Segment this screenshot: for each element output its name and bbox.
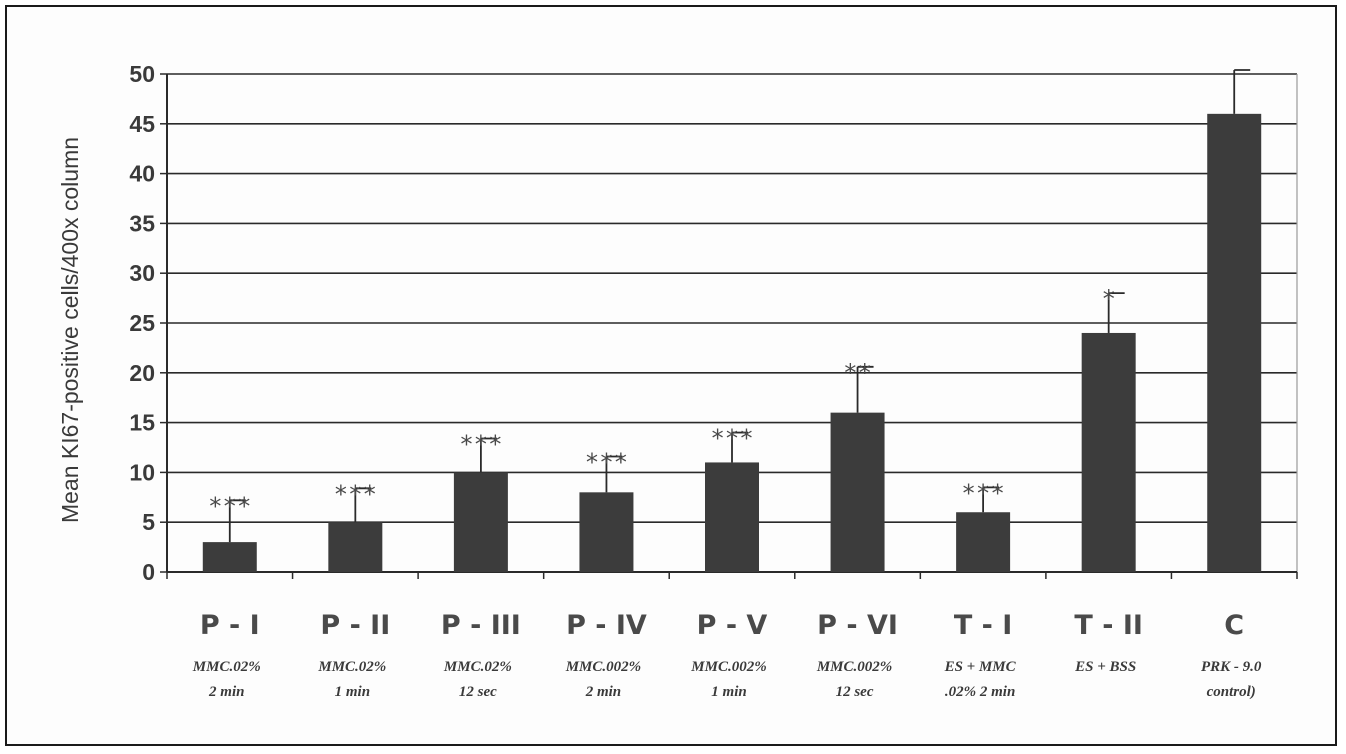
y-tick-label: 5 [142,509,155,535]
x-category-label: P - V [697,610,768,641]
x-category-sublabel: control) [1207,684,1256,700]
x-category-sublabel: 12 sec [459,684,497,700]
y-tick-label: 30 [129,260,155,286]
bar [453,472,508,572]
bar [956,512,1011,572]
x-category-label: P - VI [817,610,898,641]
bar [1207,113,1262,572]
x-category-label: P - II [320,610,390,641]
x-category-sublabel: 12 sec [836,684,874,700]
significance-marker: *** [459,431,502,459]
y-tick-label: 40 [129,161,155,187]
x-category-sublabel: 1 min [335,684,370,700]
y-tick-labels: 0 5 10 15 20 25 30 35 40 45 50 [129,61,155,585]
bar [830,412,885,572]
x-category-sublabel: ES + BSS [1074,659,1136,675]
bar [579,492,634,572]
bar [705,462,759,572]
significance-marker: *** [961,479,1004,507]
significance-marker: *** [208,492,251,520]
x-category-label: P - I [200,610,260,641]
y-tick-label: 0 [142,559,155,585]
x-category-sublabel: MMC.02% [443,659,512,675]
x-category-sublabel: 2 min [208,684,244,700]
x-category-label: C [1224,610,1244,641]
x-category-sublabel: MMC.002% [690,659,766,675]
significance-marker: * [1101,285,1115,313]
y-tick-label: 45 [129,111,155,137]
significance-marker: *** [585,448,628,476]
y-tick-label: 10 [129,459,155,485]
x-category-sublabel: .02% 2 min [945,684,1015,700]
x-category-sublabel: 2 min [585,684,621,700]
x-category-sublabel: ES + MMC [944,659,1017,675]
x-category-sublabel: MMC.02% [192,659,261,675]
x-category-label: T - II [1074,610,1143,641]
x-category-sublabel: 1 min [711,684,746,700]
significance-marker: ** [843,359,872,387]
bar [328,522,383,572]
y-tick-label: 15 [129,410,155,436]
bar [1081,332,1136,572]
y-tick-label: 50 [129,61,155,87]
x-category-sublabel: MMC.002% [565,659,641,675]
x-category-sublabel: MMC.02% [317,659,386,675]
y-tick-label: 20 [129,360,155,386]
x-category-labels: P - I MMC.02% 2 min P - II MMC.02% 1 min P - I… [192,610,1262,700]
y-axis-label: Mean KI67-positive cells/400x column [57,137,83,523]
x-category-label: P - IV [566,610,647,641]
x-category-label: T - I [954,610,1012,641]
y-tick-label: 35 [129,210,155,236]
x-category-label: P - III [441,610,521,641]
bars: *** ****************** [202,69,1262,572]
significance-marker: *** [710,425,753,453]
y-tick-label: 25 [129,310,155,336]
bar [202,542,257,572]
x-category-sublabel: MMC.002% [816,659,892,675]
significance-marker: *** [334,480,377,508]
x-category-sublabel: PRK - 9.0 [1201,659,1262,675]
